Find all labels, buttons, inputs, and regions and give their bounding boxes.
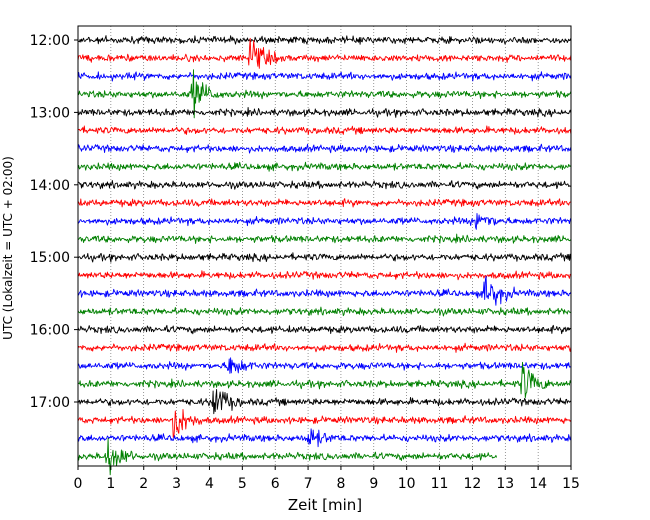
x-tick-label: 1 (106, 476, 115, 492)
seismogram-trace (77, 437, 498, 476)
seismogram-trace (77, 71, 572, 82)
seismogram-trace (77, 270, 572, 281)
y-tick-label: 16:00 (30, 323, 70, 339)
x-tick-label: 15 (562, 476, 580, 492)
x-tick-label: 9 (369, 476, 378, 492)
x-tick-label: 5 (238, 476, 247, 492)
x-tick-label: 13 (496, 476, 514, 492)
x-tick-label: 0 (74, 476, 83, 492)
x-tick-label: 3 (172, 476, 181, 492)
x-tick-label: 7 (304, 476, 313, 492)
seismogram-trace (77, 69, 572, 119)
seismogram-trace (77, 306, 572, 317)
seismogram-trace (77, 409, 572, 438)
x-tick-label: 2 (139, 476, 148, 492)
y-tick-label: 12:00 (30, 33, 70, 49)
seismogram-trace (77, 361, 572, 399)
x-tick-label: 10 (398, 476, 416, 492)
y-axis-label: UTC (Lokalzeit = UTC + 02:00) (1, 156, 15, 340)
seismogram-trace (77, 161, 572, 172)
seismogram-trace (77, 233, 572, 244)
seismogram-trace (77, 198, 571, 208)
x-tick-label: 6 (271, 476, 280, 492)
seismogram-trace (77, 275, 572, 306)
seismogram-trace (77, 106, 572, 118)
seismogram-trace (77, 324, 572, 335)
x-axis: 0 1 2 3 4 5 6 7 8 9 10 11 12 13 14 15 (74, 466, 580, 492)
y-tick-label: 13:00 (30, 105, 70, 121)
x-tick-label: 12 (463, 476, 481, 492)
x-tick-label: 4 (205, 476, 214, 492)
seismogram-trace (77, 213, 572, 230)
seismogram-traces (77, 35, 572, 476)
seismogram-trace (77, 342, 572, 353)
seismogram-trace (77, 37, 572, 69)
seismogram-trace (77, 252, 572, 263)
y-tick-label: 14:00 (30, 178, 70, 194)
seismogram-trace (77, 179, 572, 190)
y-axis: 12:00 13:00 14:00 15:00 16:00 17:00 (30, 33, 78, 411)
x-tick-label: 8 (336, 476, 345, 492)
y-tick-label: 17:00 (30, 395, 70, 411)
seismogram-trace (77, 389, 572, 415)
x-tick-label: 11 (431, 476, 449, 492)
plot-frame (77, 25, 572, 467)
seismogram-trace (77, 357, 572, 374)
seismogram-trace (77, 428, 572, 448)
x-axis-label: Zeit [min] (288, 496, 362, 514)
y-tick-label: 15:00 (30, 250, 70, 266)
seismogram-trace (77, 35, 572, 45)
seismogram-trace (77, 125, 572, 136)
x-tick-label: 14 (529, 476, 547, 492)
seismogram-trace (77, 143, 572, 154)
